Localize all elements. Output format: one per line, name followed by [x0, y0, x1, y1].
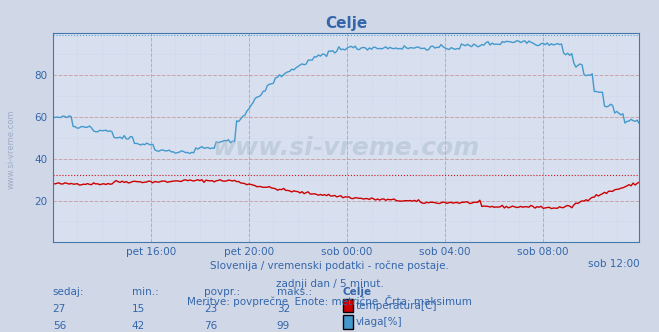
Text: 27: 27 [53, 304, 66, 314]
Text: 56: 56 [53, 321, 66, 331]
Text: 32: 32 [277, 304, 290, 314]
Text: 42: 42 [132, 321, 145, 331]
Text: 76: 76 [204, 321, 217, 331]
Text: 99: 99 [277, 321, 290, 331]
Text: vlaga[%]: vlaga[%] [356, 317, 403, 327]
Text: Slovenija / vremenski podatki - ročne postaje.: Slovenija / vremenski podatki - ročne po… [210, 260, 449, 271]
Text: min.:: min.: [132, 288, 159, 297]
Text: 23: 23 [204, 304, 217, 314]
Text: www.si-vreme.com: www.si-vreme.com [7, 110, 16, 189]
Text: sob 12:00: sob 12:00 [588, 259, 639, 269]
Text: sedaj:: sedaj: [53, 288, 84, 297]
Text: povpr.:: povpr.: [204, 288, 241, 297]
Text: Meritve: povprečne  Enote: metrične  Črta: maksimum: Meritve: povprečne Enote: metrične Črta:… [187, 295, 472, 307]
Text: zadnji dan / 5 minut.: zadnji dan / 5 minut. [275, 279, 384, 289]
Text: www.si-vreme.com: www.si-vreme.com [212, 136, 480, 160]
Title: Celje: Celje [325, 16, 367, 31]
Text: Celje: Celje [343, 288, 372, 297]
Text: 15: 15 [132, 304, 145, 314]
Text: maks.:: maks.: [277, 288, 312, 297]
Text: temperatura[C]: temperatura[C] [356, 301, 438, 311]
